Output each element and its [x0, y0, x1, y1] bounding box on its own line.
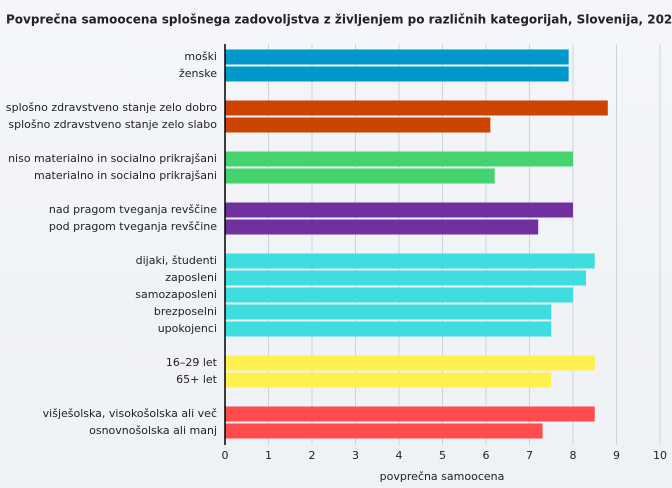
- bar: [225, 117, 491, 133]
- bar: [225, 219, 539, 235]
- x-tick-label: 5: [439, 449, 446, 462]
- x-tick-label: 0: [222, 449, 229, 462]
- y-tick-label: upokojenci: [158, 322, 217, 335]
- x-tick-label: 1: [265, 449, 272, 462]
- y-tick-label: samozaposleni: [135, 288, 217, 301]
- y-tick-label: moški: [184, 50, 217, 63]
- bar: [225, 202, 573, 218]
- chart-title: Povprečna samoocena splošnega zadovoljst…: [6, 13, 672, 27]
- bar: [225, 270, 587, 286]
- x-tick-label: 6: [483, 449, 490, 462]
- y-tick-label: dijaki, študenti: [136, 254, 217, 267]
- y-tick-label: splošno zdravstveno stanje zelo dobro: [6, 101, 217, 114]
- y-tick-label: pod pragom tveganja revščine: [49, 220, 217, 233]
- bar: [225, 253, 595, 269]
- bar: [225, 423, 543, 439]
- bar: [225, 287, 573, 303]
- y-tick-label: brezposelni: [154, 305, 217, 318]
- y-tick-label: nad pragom tveganja revščine: [49, 203, 217, 216]
- bar: [225, 168, 495, 184]
- x-tick-label: 7: [526, 449, 533, 462]
- y-tick-label: osnovnošolska ali manj: [89, 424, 217, 437]
- y-tick-label: niso materialno in socialno prikrajšani: [8, 152, 217, 165]
- bar: [225, 66, 569, 82]
- x-tick-label: 3: [352, 449, 359, 462]
- x-tick-label: 10: [653, 449, 667, 462]
- y-tick-label: višješolska, visokošolska ali več: [43, 407, 217, 420]
- x-tick-label: 8: [570, 449, 577, 462]
- bar: [225, 321, 552, 337]
- y-tick-label: materialno in socialno prikrajšani: [34, 169, 217, 182]
- x-axis-label: povprečna samoocena: [380, 470, 505, 483]
- y-tick-label: ženske: [179, 67, 217, 80]
- bar: [225, 355, 595, 371]
- bar: [225, 372, 552, 388]
- x-tick-label: 2: [309, 449, 316, 462]
- bar: [225, 151, 573, 167]
- bar: [225, 100, 608, 116]
- bar: [225, 49, 569, 65]
- x-tick-label: 4: [396, 449, 403, 462]
- bar: [225, 406, 595, 422]
- bar: [225, 304, 552, 320]
- y-tick-label: splošno zdravstveno stanje zelo slabo: [8, 118, 217, 131]
- y-tick-label: zaposleni: [165, 271, 217, 284]
- y-tick-label: 65+ let: [176, 373, 218, 386]
- y-tick-label: 16–29 let: [166, 356, 218, 369]
- x-tick-label: 9: [613, 449, 620, 462]
